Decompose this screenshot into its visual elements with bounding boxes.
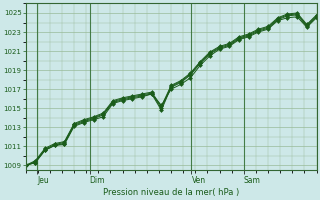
X-axis label: Pression niveau de la mer( hPa ): Pression niveau de la mer( hPa ) <box>103 188 239 197</box>
